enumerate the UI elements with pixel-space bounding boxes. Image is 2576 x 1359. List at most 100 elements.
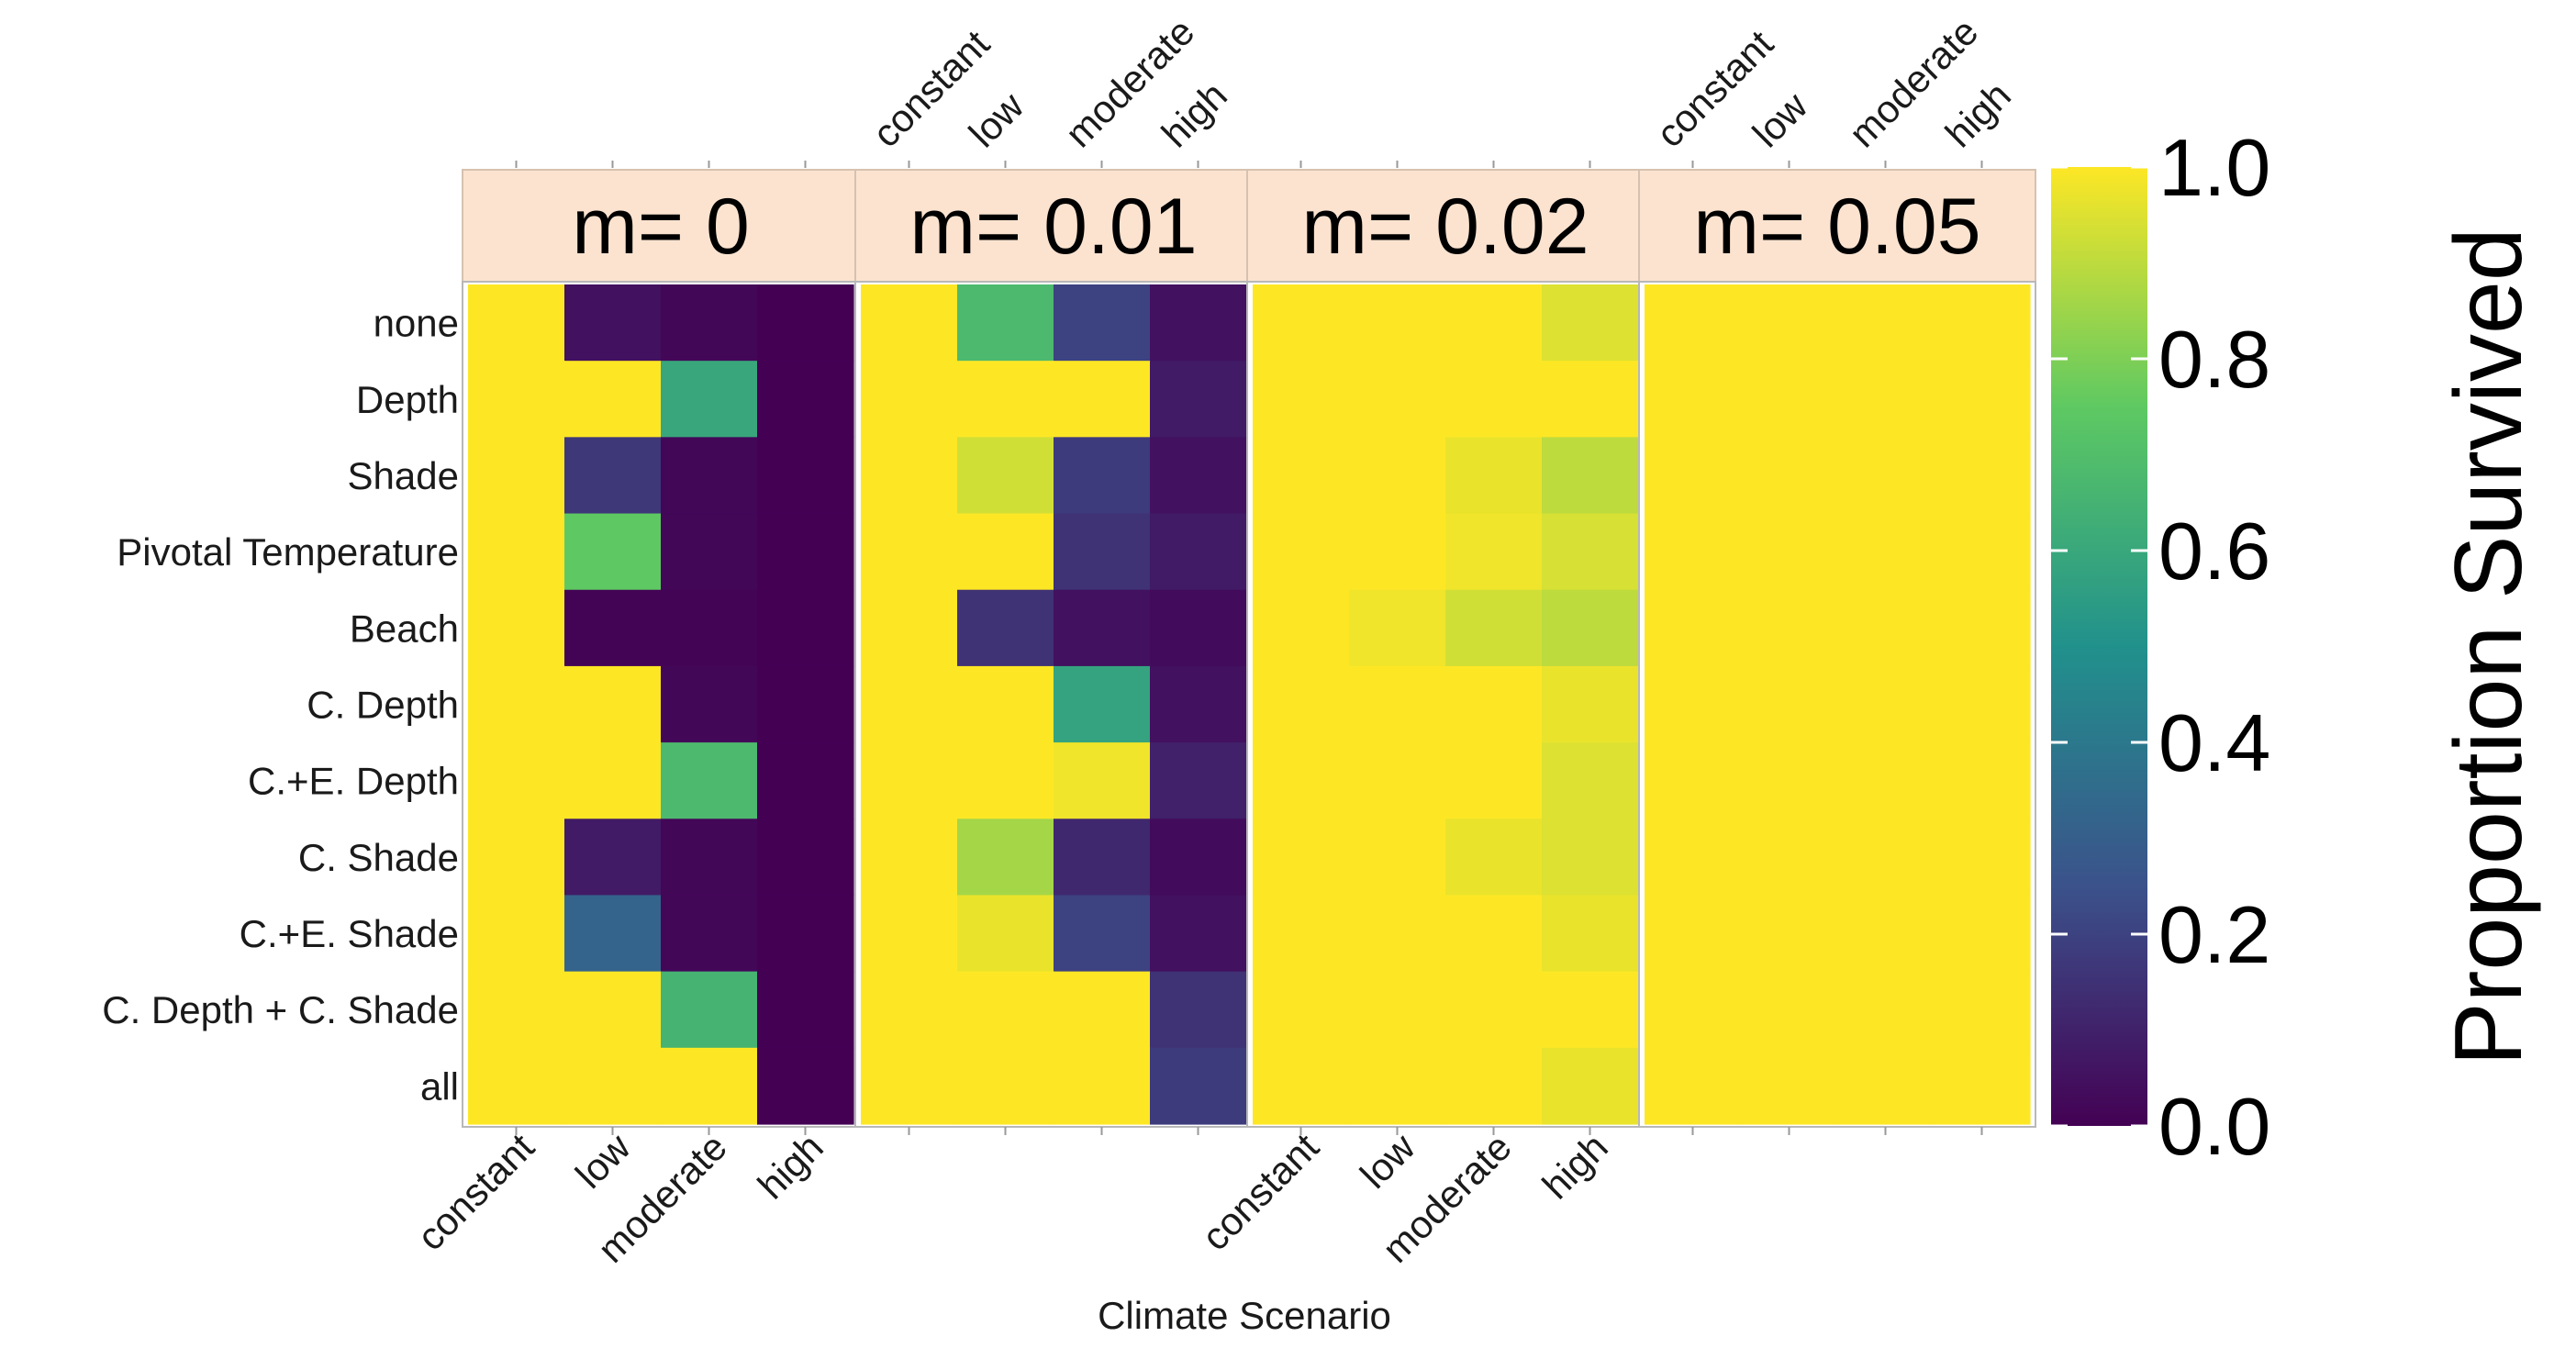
heatmap-cell: m= 0.02 | C. Depth | moderate: 1 <box>1445 665 1543 743</box>
heatmap-cell: m= 0 | C. Shade | high: 0 <box>757 819 854 897</box>
facet-strip-m-0-05 <box>1638 169 2036 283</box>
heatmap-cell: m= 0.02 | none | constant: 1 <box>1253 284 1350 362</box>
heatmap-cell: m= 0 | Beach | moderate: 0.01 <box>661 589 758 667</box>
heatmap-cell: m= 0 | C. Depth + C. Shade | constant: 1 <box>468 971 565 1049</box>
heatmap-cell: m= 0.05 | C. Depth | constant: 1 <box>1645 665 1742 743</box>
heatmap-cell: m= 0 | Beach | constant: 1 <box>468 589 565 667</box>
heatmap-cell: m= 0.02 | Shade | low: 1 <box>1349 437 1446 515</box>
heatmap-cell: m= 0.05 | Beach | low: 1 <box>1741 589 1838 667</box>
heatmap-cell: m= 0.05 | C.+E. Depth | low: 1 <box>1741 742 1838 819</box>
facet-strip-m-0 <box>462 169 860 283</box>
heatmap-cell: m= 0 | C.+E. Shade | high: 0 <box>757 895 854 973</box>
heatmap-cell: m= 0.01 | Pivotal Temperature | moderate… <box>1054 513 1151 591</box>
heatmap-cell: m= 0.02 | C. Depth | constant: 1 <box>1253 665 1350 743</box>
heatmap-cell: m= 0.05 | Pivotal Temperature | high: 1 <box>1934 513 2031 591</box>
heatmap-cell: m= 0 | Pivotal Temperature | moderate: 0… <box>661 513 758 591</box>
heatmap-cell: m= 0.02 | Beach | high: 0.9 <box>1542 589 1639 667</box>
heatmap-cell: m= 0 | none | low: 0.05 <box>564 284 662 362</box>
heatmap-cell: m= 0 | C. Depth | constant: 1 <box>468 665 565 743</box>
heatmap-cell: m= 0.01 | Depth | low: 1 <box>957 361 1054 438</box>
heatmap-cell: m= 0 | Beach | low: 0.01 <box>564 589 662 667</box>
heatmap-cell: m= 0.02 | C.+E. Shade | constant: 1 <box>1253 895 1350 973</box>
heatmap-cell: m= 0.02 | Depth | high: 1 <box>1542 361 1639 438</box>
heatmap-cell: m= 0.02 | Shade | constant: 1 <box>1253 437 1350 515</box>
heatmap-cell: m= 0.01 | none | low: 0.68 <box>957 284 1054 362</box>
row-label-depth: Depth <box>356 378 459 421</box>
heatmap-cell: m= 0.01 | C. Depth + C. Shade | moderate… <box>1054 971 1151 1049</box>
heatmap-cell: m= 0.01 | C.+E. Shade | low: 0.97 <box>957 895 1054 973</box>
heatmap-cell: m= 0 | Pivotal Temperature | constant: 1 <box>468 513 565 591</box>
heatmap-cell: m= 0.02 | C. Shade | constant: 1 <box>1253 819 1350 897</box>
heatmap-cell: m= 0.05 | none | constant: 1 <box>1645 284 1742 362</box>
heatmap-cell: m= 0 | C.+E. Shade | constant: 1 <box>468 895 565 973</box>
heatmap-cell: m= 0.05 | all | low: 1 <box>1741 1047 1838 1125</box>
heatmap-cell: m= 0.02 | C.+E. Shade | moderate: 1 <box>1445 895 1543 973</box>
row-label-c-depth-c-shade: C. Depth + C. Shade <box>102 988 459 1031</box>
heatmap-cell: m= 0.02 | Beach | low: 0.98 <box>1349 589 1446 667</box>
heatmap-cell: m= 0.01 | Pivotal Temperature | low: 1 <box>957 513 1054 591</box>
heatmap-cell: m= 0 | C.+E. Shade | low: 0.32 <box>564 895 662 973</box>
heatmap-cell: m= 0.05 | Pivotal Temperature | moderate… <box>1837 513 1935 591</box>
heatmap-cell: m= 0.05 | C. Shade | moderate: 1 <box>1837 819 1935 897</box>
heatmap-cell: m= 0.01 | C.+E. Depth | constant: 1 <box>861 742 958 819</box>
heatmap-cell: m= 0.01 | Depth | high: 0.08 <box>1150 361 1247 438</box>
heatmap-cell: m= 0.05 | Depth | moderate: 1 <box>1837 361 1935 438</box>
heatmap-cell: m= 0 | all | high: 0 <box>757 1047 854 1125</box>
heatmap-cell: m= 0.05 | Shade | high: 1 <box>1934 437 2031 515</box>
heatmap-cell: m= 0.01 | Beach | low: 0.15 <box>957 589 1054 667</box>
heatmap-cell: m= 0 | C.+E. Depth | moderate: 0.68 <box>661 742 758 819</box>
row-label-shade: Shade <box>348 454 459 497</box>
heatmap-panels: m= 0 | none | constant: 1m= 0 | none | l… <box>462 161 2036 1135</box>
heatmap-cell: m= 0 | Shade | low: 0.17 <box>564 437 662 515</box>
row-labels: none Depth Shade Pivotal Temperature Beach C.… <box>102 302 459 1108</box>
heatmap-cell: m= 0.02 | C.+E. Depth | moderate: 1 <box>1445 742 1543 819</box>
legend-tick-label: 0.6 <box>2158 506 2270 596</box>
legend-title: Proportion Survived <box>2436 228 2542 1065</box>
heatmap-cell: m= 0.05 | C.+E. Shade | constant: 1 <box>1645 895 1742 973</box>
heatmap-cell: m= 0.02 | Shade | moderate: 0.97 <box>1445 437 1543 515</box>
heatmap-cell: m= 0.01 | all | constant: 1 <box>861 1047 958 1125</box>
heatmap-cell: m= 0.02 | C.+E. Depth | high: 0.95 <box>1542 742 1639 819</box>
heatmap-cell: m= 0.01 | C. Shade | low: 0.86 <box>957 819 1054 897</box>
heatmap-cell: m= 0.05 | C.+E. Shade | low: 1 <box>1741 895 1838 973</box>
row-label-c-depth: C. Depth <box>307 684 459 727</box>
heatmap-cell: m= 0 | Beach | high: 0 <box>757 589 854 667</box>
heatmap-cell: m= 0.05 | C. Shade | low: 1 <box>1741 819 1838 897</box>
heatmap-cell: m= 0.05 | C. Depth + C. Shade | moderate… <box>1837 971 1935 1049</box>
heatmap-cell: m= 0.05 | Depth | high: 1 <box>1934 361 2031 438</box>
heatmap-cell: m= 0.01 | all | low: 1 <box>957 1047 1054 1125</box>
heatmap-cell: m= 0.02 | C. Shade | moderate: 0.97 <box>1445 819 1543 897</box>
legend-tick-label: 0.2 <box>2158 889 2270 980</box>
heatmap-cell: m= 0 | all | constant: 1 <box>468 1047 565 1125</box>
heatmap-cell: m= 0.05 | all | moderate: 1 <box>1837 1047 1935 1125</box>
heatmap-cell: m= 0.02 | C.+E. Depth | low: 1 <box>1349 742 1446 819</box>
heatmap-cell: m= 0.02 | C. Depth + C. Shade | high: 1 <box>1542 971 1639 1049</box>
heatmap-cell: m= 0.01 | Pivotal Temperature | high: 0.… <box>1150 513 1247 591</box>
heatmap-cell: m= 0.01 | Shade | moderate: 0.18 <box>1054 437 1151 515</box>
x-axis-title: Climate Scenario <box>1098 1294 1391 1337</box>
heatmap-cell: m= 0 | C. Depth | moderate: 0.02 <box>661 665 758 743</box>
heatmap-cell: m= 0.01 | C. Depth | high: 0.05 <box>1150 665 1247 743</box>
heatmap-cell: m= 0.01 | C.+E. Depth | low: 1 <box>957 742 1054 819</box>
heatmap-cell: m= 0.05 | Depth | constant: 1 <box>1645 361 1742 438</box>
row-label-c-e-depth: C.+E. Depth <box>248 760 459 803</box>
heatmap-cell: m= 0.02 | all | low: 1 <box>1349 1047 1446 1125</box>
heatmap-cell: m= 0.01 | C.+E. Shade | high: 0.05 <box>1150 895 1247 973</box>
heatmap-cell: m= 0 | C.+E. Depth | high: 0 <box>757 742 854 819</box>
heatmap-cell: m= 0.05 | C. Depth + C. Shade | constant… <box>1645 971 1742 1049</box>
heatmap-cell: m= 0 | none | high: 0 <box>757 284 854 362</box>
legend-tick-label: 1.0 <box>2158 122 2270 213</box>
heatmap-cell: m= 0.05 | Beach | moderate: 1 <box>1837 589 1935 667</box>
heatmap-cell: m= 0.05 | Depth | low: 1 <box>1741 361 1838 438</box>
heatmap-cell: m= 0 | C. Depth + C. Shade | high: 0 <box>757 971 854 1049</box>
heatmap-cell: m= 0.01 | Beach | moderate: 0.05 <box>1054 589 1151 667</box>
heatmap-cell: m= 0 | C.+E. Shade | moderate: 0.02 <box>661 895 758 973</box>
heatmap-cell: m= 0.05 | C. Depth | high: 1 <box>1934 665 2031 743</box>
heatmap-cell: m= 0.02 | all | moderate: 1 <box>1445 1047 1543 1125</box>
heatmap-cell: m= 0 | Shade | constant: 1 <box>468 437 565 515</box>
heatmap-cell: m= 0.01 | Shade | high: 0.05 <box>1150 437 1247 515</box>
heatmap-cell: m= 0 | Shade | high: 0 <box>757 437 854 515</box>
facet-strips: m= 0 m= 0.01 m= 0.02 m= 0.05 <box>462 169 2036 283</box>
heatmap-cell: m= 0.02 | Pivotal Temperature | constant… <box>1253 513 1350 591</box>
color-legend: 0.0 0.2 0.4 0.6 0.8 1.0 <box>2051 122 2270 1172</box>
